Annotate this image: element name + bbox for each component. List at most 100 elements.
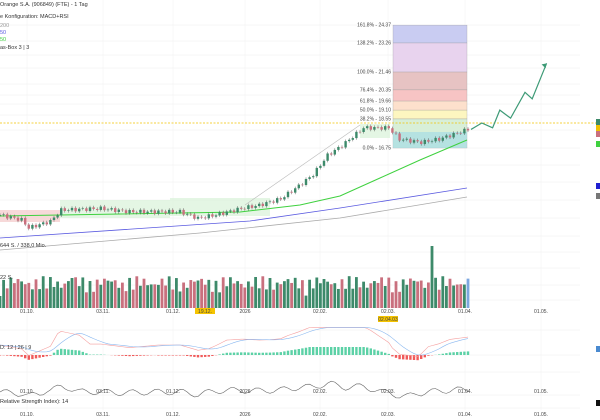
volume-bar (344, 288, 347, 308)
volume-bar (383, 286, 387, 308)
date-label: 01.04. (458, 412, 472, 418)
volume-bar (405, 284, 409, 308)
macd-histogram-bar (164, 355, 167, 356)
volume-bar (459, 284, 463, 308)
candle (463, 128, 466, 134)
legend-ma50: 50 (0, 37, 7, 43)
volume-bar (311, 288, 315, 308)
candle (78, 208, 81, 212)
candle (150, 210, 153, 212)
macd-histogram-bar (448, 352, 452, 355)
macd-histogram-bar (312, 347, 315, 355)
volume-bar (301, 280, 304, 308)
date-label: 2026 (239, 389, 250, 395)
candle (200, 216, 203, 218)
candle (114, 208, 117, 212)
macd-histogram-bar (218, 354, 221, 355)
macd-histogram-bar (405, 355, 408, 360)
macd-histogram-bar (9, 355, 12, 356)
macd-histogram-bar (200, 355, 203, 358)
volume-bar (275, 282, 279, 308)
candle (218, 212, 221, 216)
candle (373, 127, 376, 130)
candle (261, 203, 264, 207)
volume-bar (41, 276, 45, 308)
candle (52, 217, 56, 221)
candle (333, 149, 336, 155)
fib-label: 38.2% - 18.55 (360, 116, 391, 122)
volume-bar (157, 284, 160, 308)
fib-label: 138.2% - 23.26 (357, 41, 391, 47)
volume-bar (131, 289, 135, 308)
volume-bar (38, 289, 41, 308)
candle (423, 139, 426, 145)
volume-bar (315, 277, 319, 308)
volume-bar (211, 291, 214, 308)
volume-bar (416, 281, 419, 308)
candle (362, 128, 365, 132)
macd-histogram-bar (294, 349, 297, 355)
macd-histogram-bar (268, 352, 272, 355)
volume-bar (387, 277, 391, 308)
macd-histogram-bar (337, 347, 340, 355)
candle (6, 214, 9, 219)
macd-histogram-bar (412, 355, 416, 360)
macd-histogram-bar (463, 351, 466, 355)
volume-bar (250, 286, 254, 308)
volume-bar (5, 288, 9, 308)
candle (225, 211, 228, 215)
candle (121, 209, 124, 211)
candle (117, 209, 120, 212)
candle (24, 217, 27, 225)
macd-histogram-bar (56, 349, 59, 355)
macd-histogram-bar (132, 355, 135, 357)
macd-histogram-bar (250, 352, 254, 355)
macd-histogram-bar (301, 348, 304, 355)
volume-bar (142, 278, 146, 308)
date-label: 01.05. (534, 389, 548, 395)
candle (168, 209, 171, 214)
macd-histogram-bar (319, 347, 322, 355)
candle (340, 146, 344, 148)
candle (312, 176, 315, 178)
volume-bar (232, 283, 236, 308)
candle (344, 141, 347, 148)
date-label: 02.02. (313, 309, 327, 315)
candle (128, 209, 131, 214)
volume-bar (20, 281, 23, 308)
volume-bar (290, 282, 293, 308)
macd-histogram-bar (279, 352, 282, 355)
candle (232, 210, 236, 213)
volume-bar (430, 246, 434, 308)
fib-band (392, 100, 468, 111)
macd-histogram-bar (398, 355, 401, 360)
macd-histogram-bar (49, 355, 52, 356)
macd-histogram-bar (70, 349, 74, 355)
volume-bar (369, 283, 373, 308)
volume-bar (247, 281, 250, 308)
date-marker-label: 19.12. (198, 309, 212, 315)
volume-bar (365, 287, 369, 308)
candle (459, 132, 462, 134)
candle (445, 135, 448, 138)
macd-histogram-bar (81, 351, 84, 355)
macd-histogram-bar (333, 347, 336, 355)
macd-histogram-bar (445, 353, 448, 355)
fib-band (392, 89, 468, 102)
date-label: 01.05. (534, 309, 548, 315)
macd-histogram-bar (308, 347, 311, 355)
macd-histogram-bar (452, 352, 455, 355)
candle (157, 210, 160, 214)
volume-bar (380, 277, 383, 308)
candle (398, 133, 401, 141)
candle (391, 128, 394, 133)
date-label: 02.02. (313, 412, 327, 418)
fib-band (392, 109, 468, 120)
macd-histogram-bar (52, 352, 56, 355)
macd-histogram-bar (121, 355, 124, 356)
volume-bar (297, 288, 301, 308)
macd-histogram-bar (124, 355, 128, 356)
date-label: 01.10. (20, 412, 34, 418)
